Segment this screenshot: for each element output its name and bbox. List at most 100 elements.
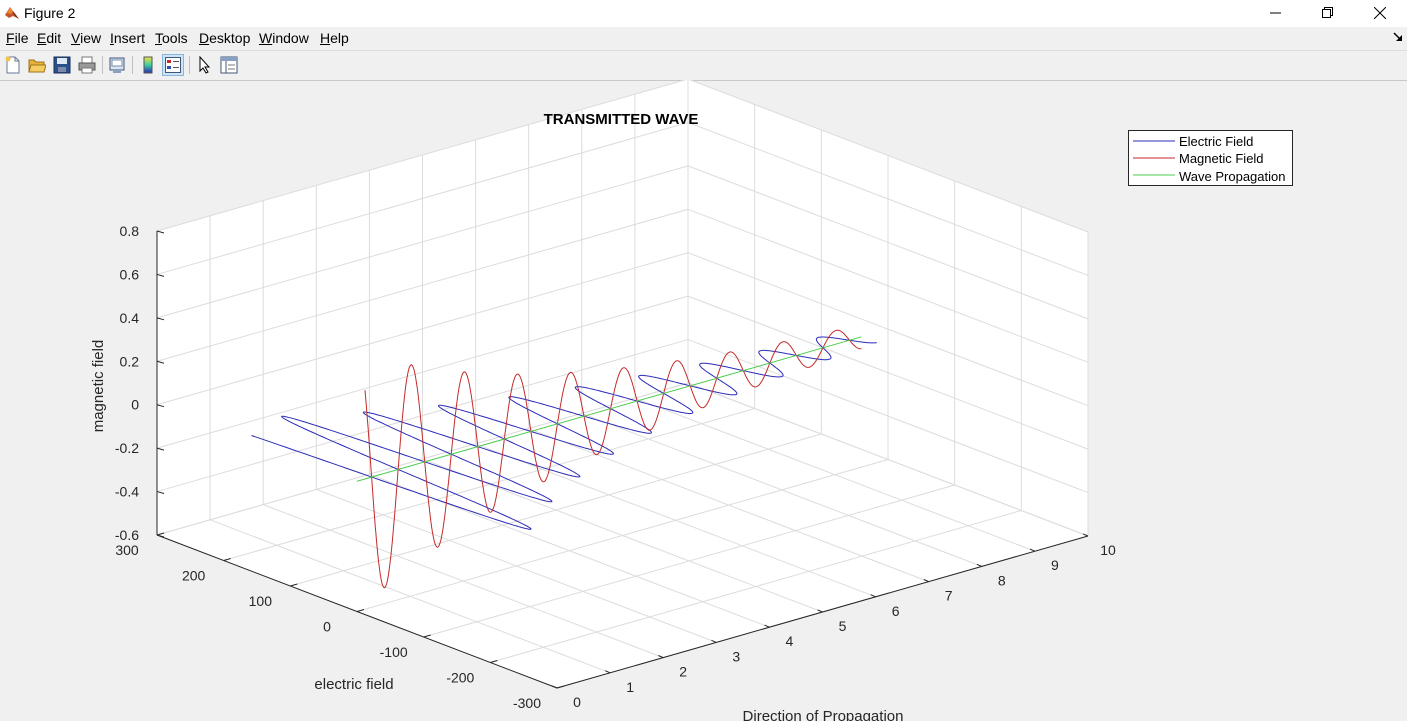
z-tick-mark	[156, 317, 165, 321]
y-tick-label: 5	[839, 618, 847, 634]
insert-legend-button[interactable]	[162, 54, 184, 76]
axes-ticks: 0.80.60.40.20-0.2-0.4-0.63002001000-100-…	[115, 223, 1116, 711]
z-tick-label: 0.6	[120, 266, 140, 282]
x-axis-label: electric field	[314, 676, 393, 693]
menu-desktop[interactable]: Desktop	[199, 30, 251, 46]
grid-line-z	[687, 252, 1089, 407]
grid-line-z	[156, 121, 689, 275]
window-title: Figure 2	[24, 5, 76, 21]
grid-line-z	[687, 208, 1089, 363]
menu-view[interactable]: View	[71, 30, 102, 46]
grid-line-z	[156, 339, 689, 493]
z-tick-label: -0.4	[115, 484, 139, 500]
menu-bar: File Edit View Insert Tools Desktop Wind…	[0, 27, 1407, 50]
magnetic-field-line[interactable]	[364, 329, 862, 589]
y-tick-label: 4	[786, 633, 794, 649]
x-tick-label: 100	[249, 593, 273, 609]
grid-line-z	[687, 121, 1089, 276]
grid-line-z	[156, 80, 687, 232]
grid-line-z	[156, 165, 689, 319]
z-tick-label: 0	[131, 397, 139, 413]
x-tick-label: -100	[380, 644, 408, 660]
legend[interactable]: Electric Field Magnetic Field Wave Propa…	[1128, 130, 1293, 186]
plot-lines[interactable]	[251, 329, 877, 589]
menu-tools[interactable]: Tools	[155, 30, 188, 46]
minimize-button[interactable]	[1253, 0, 1299, 27]
y-tick-mark	[817, 609, 823, 613]
close-button[interactable]	[1357, 0, 1403, 27]
matlab-logo-icon	[5, 7, 19, 19]
y-tick-label: 0	[573, 694, 581, 710]
figure-canvas[interactable]: 0.80.60.40.20-0.2-0.4-0.63002001000-100-…	[0, 80, 1407, 721]
colorbar-icon	[143, 56, 153, 74]
property-inspector-button[interactable]	[218, 54, 240, 76]
y-tick-label: 1	[626, 679, 634, 695]
x-tick-label: 300	[115, 542, 139, 558]
z-tick-label: 0.4	[120, 310, 140, 326]
z-tick-mark	[156, 447, 165, 451]
save-icon	[53, 56, 71, 74]
y-tick-mark	[605, 670, 611, 674]
edit-plot-button[interactable]	[194, 54, 216, 76]
restore-button[interactable]	[1305, 0, 1351, 27]
y-axis-label: Direction of Propagation	[743, 708, 904, 721]
print-button[interactable]	[76, 54, 98, 76]
menu-file[interactable]: File	[6, 30, 29, 46]
y-tick-mark	[1082, 533, 1089, 537]
legend-entry-propagation: Wave Propagation	[1179, 169, 1285, 184]
grid-line-z	[156, 252, 689, 406]
chart-title: TRANSMITTED WAVE	[544, 111, 699, 128]
figure-toolbar	[0, 50, 1407, 81]
y-tick-mark	[870, 594, 876, 598]
print-icon	[78, 56, 96, 74]
z-tick-label: -0.2	[115, 440, 139, 456]
grid-line-x	[490, 510, 1022, 663]
grid-line-x	[356, 459, 889, 612]
y-tick-label: 3	[732, 648, 740, 664]
y-tick-label: 2	[679, 664, 687, 680]
y-tick-mark	[1029, 548, 1036, 552]
y-tick-mark	[976, 563, 982, 567]
grid-line-x	[423, 484, 955, 638]
close-icon	[1374, 7, 1386, 19]
z-axis-label: magnetic field	[90, 340, 107, 433]
grid-line-z	[687, 382, 1089, 537]
menu-window[interactable]: Window	[259, 30, 309, 46]
property-inspector-icon	[220, 56, 238, 74]
z-tick-mark	[156, 230, 165, 234]
toolbar-separator	[189, 56, 190, 74]
dock-arrow-icon[interactable]	[1393, 32, 1403, 42]
link-plot-button[interactable]	[106, 54, 128, 76]
insert-colorbar-button[interactable]	[137, 54, 159, 76]
y-tick-mark	[764, 624, 770, 628]
x-tick-label: 200	[182, 568, 206, 584]
menu-help[interactable]: Help	[320, 30, 349, 46]
x-tick-mark	[156, 532, 165, 536]
title-bar: Figure 2	[0, 0, 1407, 27]
legend-icon	[165, 57, 181, 73]
x-tick-mark	[556, 685, 565, 689]
menu-insert[interactable]: Insert	[110, 30, 146, 46]
x-tick-mark	[290, 583, 298, 587]
new-figure-button[interactable]	[2, 54, 24, 76]
y-tick-label: 10	[1100, 542, 1116, 558]
open-file-icon	[28, 59, 46, 73]
electric-field-line[interactable]	[251, 336, 877, 530]
restore-icon	[1322, 7, 1333, 18]
open-file-button[interactable]	[26, 54, 48, 76]
y-tick-label: 7	[945, 588, 953, 604]
legend-entry-magnetic: Magnetic Field	[1179, 151, 1264, 166]
grid-line-z	[156, 382, 689, 536]
axes-grid	[156, 80, 1089, 689]
edit-plot-icon	[199, 56, 211, 74]
grid-line-z	[689, 80, 1089, 233]
x-tick-mark	[223, 558, 231, 561]
new-figure-icon	[5, 56, 20, 74]
x-tick-mark	[423, 634, 431, 638]
z-tick-label: 0.2	[120, 353, 140, 369]
x-tick-mark	[356, 609, 365, 612]
x-tick-label: -200	[446, 670, 474, 686]
toolbar-separator	[102, 56, 103, 74]
menu-edit[interactable]: Edit	[37, 30, 62, 46]
save-button[interactable]	[51, 54, 73, 76]
